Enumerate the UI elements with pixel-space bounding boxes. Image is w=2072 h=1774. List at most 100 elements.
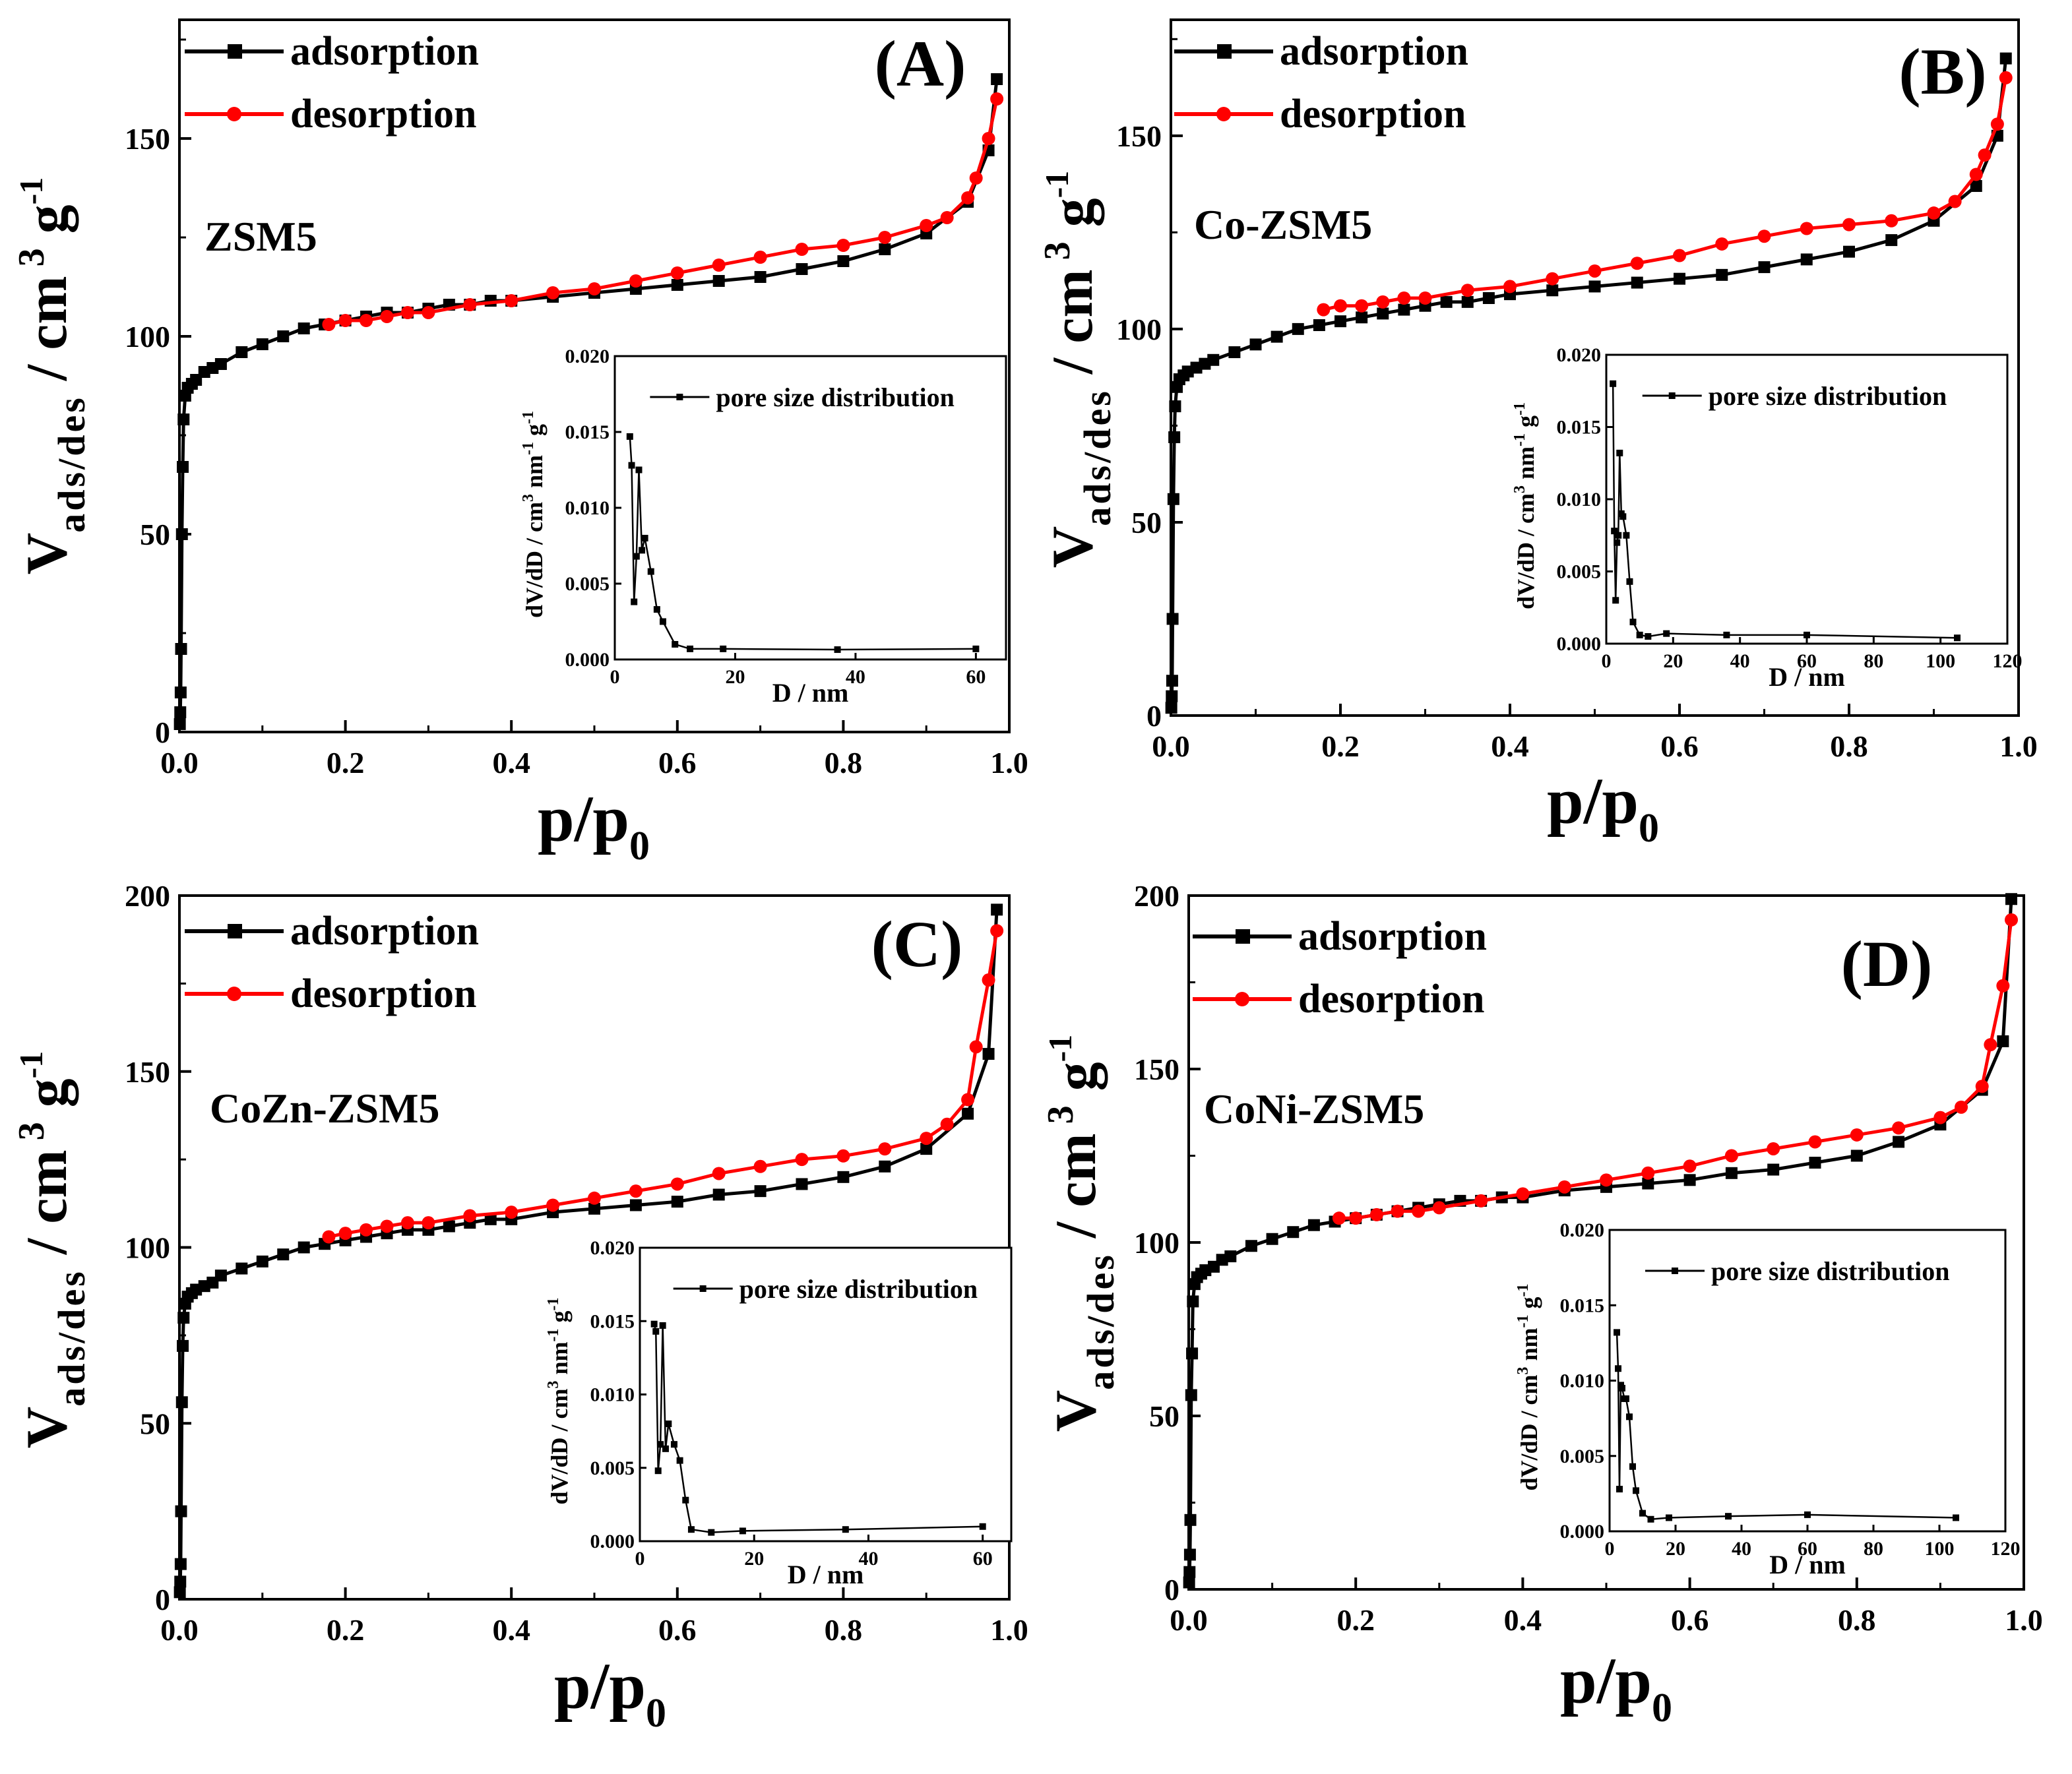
data-point-desorption bbox=[380, 1219, 394, 1233]
x-tick-label: 0.2 bbox=[327, 1613, 365, 1647]
inset-data-point bbox=[720, 645, 727, 652]
data-point-desorption bbox=[940, 211, 954, 224]
x-tick-label: 0.4 bbox=[1504, 1603, 1542, 1637]
data-point-desorption bbox=[1850, 1128, 1864, 1142]
inset-frame bbox=[639, 1246, 1013, 1543]
data-point-adsorption bbox=[174, 1558, 187, 1570]
data-point-adsorption bbox=[1271, 330, 1283, 343]
y-tick-label: 50 bbox=[140, 1407, 170, 1440]
data-point-adsorption bbox=[1166, 613, 1179, 625]
data-point-adsorption bbox=[214, 358, 227, 370]
x-tick-label: 1.0 bbox=[2005, 1603, 2043, 1637]
legend-label-desorption: desorption bbox=[290, 971, 476, 1016]
inset-data-point bbox=[672, 641, 679, 648]
inset-data-point bbox=[1666, 1514, 1672, 1521]
inset-data-point bbox=[665, 1421, 672, 1427]
inset-b: 0 20 40 60 80 100 120 0.000 0.005 0.010 0.015 0.020… bbox=[1511, 344, 2023, 692]
inset-data-point bbox=[1953, 1514, 1959, 1521]
inset-data-point bbox=[687, 1526, 695, 1533]
data-point-desorption bbox=[1999, 71, 2013, 84]
inset-x-tick-label: 40 bbox=[1732, 1538, 1751, 1560]
inset-data-point bbox=[1626, 1413, 1633, 1421]
inset-y-tick-label: 0.005 bbox=[1560, 1446, 1605, 1467]
inset-x-tick-label: 20 bbox=[1666, 1538, 1685, 1560]
y-axis-title: Vads/des / cm 3 g-1 bbox=[1040, 1035, 1122, 1432]
inset-x-tick-label: 20 bbox=[744, 1548, 764, 1570]
inset-data-point bbox=[631, 598, 638, 605]
legend-marker-adsorption bbox=[1217, 44, 1232, 59]
data-point-adsorption bbox=[879, 243, 891, 255]
data-point-adsorption bbox=[175, 1505, 187, 1517]
data-point-adsorption bbox=[1224, 1250, 1237, 1263]
inset-data-point bbox=[682, 1496, 689, 1504]
inset-x-tick-label: 0 bbox=[1602, 650, 1612, 672]
inset-data-point bbox=[1629, 619, 1637, 626]
x-axis-title: p/p0 bbox=[1547, 764, 1659, 851]
inset-data-point bbox=[676, 1457, 683, 1464]
data-point-adsorption bbox=[1183, 1548, 1196, 1561]
legend-label-adsorption: adsorption bbox=[290, 909, 479, 954]
inset-y-tick-label: 0.000 bbox=[565, 649, 610, 671]
data-point-adsorption bbox=[277, 330, 290, 342]
data-point-adsorption bbox=[1207, 353, 1220, 366]
inset-y-tick-label: 0.015 bbox=[590, 1310, 635, 1332]
inset-data-point bbox=[1623, 532, 1630, 539]
x-tick-label: 1.0 bbox=[1999, 729, 2038, 763]
legend-label-desorption: desorption bbox=[290, 92, 476, 137]
data-point-desorption bbox=[969, 1040, 983, 1054]
data-point-adsorption bbox=[1307, 1219, 1320, 1231]
sample-name: CoZn-ZSM5 bbox=[210, 1085, 440, 1132]
inset-y-tick-label: 0.005 bbox=[1557, 561, 1602, 583]
inset-data-point bbox=[1804, 631, 1810, 638]
data-point-desorption bbox=[670, 266, 684, 280]
legend-marker-desorption bbox=[1216, 107, 1231, 121]
x-tick-label: 0.2 bbox=[1336, 1603, 1375, 1637]
legend-marker-adsorption bbox=[228, 924, 242, 938]
data-point-desorption bbox=[940, 1117, 954, 1131]
y-tick-label: 50 bbox=[1149, 1399, 1179, 1433]
inset-frame bbox=[1608, 1229, 2007, 1533]
data-point-adsorption bbox=[837, 1171, 850, 1183]
y-tick-label: 100 bbox=[1116, 313, 1162, 346]
inset-data-point bbox=[979, 1523, 986, 1530]
inset-data-point bbox=[834, 646, 841, 654]
sample-name: ZSM5 bbox=[204, 213, 317, 260]
data-point-adsorption bbox=[1809, 1157, 1821, 1169]
data-point-desorption bbox=[546, 1198, 560, 1212]
data-point-adsorption bbox=[177, 1312, 190, 1324]
data-point-adsorption bbox=[588, 1202, 600, 1215]
inset-data-point bbox=[739, 1527, 746, 1535]
data-point-desorption bbox=[1397, 291, 1411, 305]
y-tick-label: 150 bbox=[1116, 119, 1162, 153]
x-axis-title: p/p0 bbox=[1560, 1644, 1672, 1730]
inset-x-tick-label: 100 bbox=[1926, 650, 1955, 672]
inset-y-axis-title: dV/dD / cm3 nm-1 g-1 bbox=[1511, 402, 1539, 609]
y-tick-label: 50 bbox=[1131, 506, 1162, 539]
data-point-desorption bbox=[1460, 284, 1474, 297]
data-point-desorption bbox=[422, 306, 435, 319]
inset-y-tick-label: 0.000 bbox=[1560, 1521, 1605, 1543]
data-point-adsorption bbox=[962, 1107, 974, 1120]
inset-x-tick-label: 60 bbox=[966, 666, 986, 688]
data-point-adsorption bbox=[1166, 690, 1178, 702]
data-point-desorption bbox=[920, 1132, 933, 1146]
data-point-adsorption bbox=[1183, 1566, 1196, 1578]
x-tick-label: 0.0 bbox=[1170, 1603, 1208, 1637]
inset-data-point bbox=[1723, 631, 1730, 638]
x-tick-label: 1.0 bbox=[990, 1613, 1028, 1647]
inset-data-point bbox=[641, 535, 648, 541]
data-point-desorption bbox=[1369, 1208, 1383, 1221]
data-point-adsorption bbox=[1999, 52, 2012, 65]
data-point-desorption bbox=[1955, 1100, 1968, 1114]
panel-b: 0.0 0.2 0.4 0.6 0.8 1.0 0 50 100 150 p/p0 Vads/des … bbox=[1037, 18, 2038, 851]
data-point-adsorption bbox=[1725, 1167, 1738, 1179]
inset-data-point bbox=[659, 1322, 666, 1329]
inset-y-tick-label: 0.010 bbox=[565, 497, 610, 519]
y-tick-label: 150 bbox=[125, 122, 170, 156]
legend-marker-desorption bbox=[1235, 992, 1249, 1006]
inset-data-point bbox=[1616, 1486, 1623, 1493]
inset-data-point bbox=[1725, 1513, 1732, 1520]
data-point-adsorption bbox=[1997, 1035, 2009, 1047]
data-point-desorption bbox=[878, 1142, 892, 1156]
inset-data-point bbox=[1614, 1329, 1620, 1336]
